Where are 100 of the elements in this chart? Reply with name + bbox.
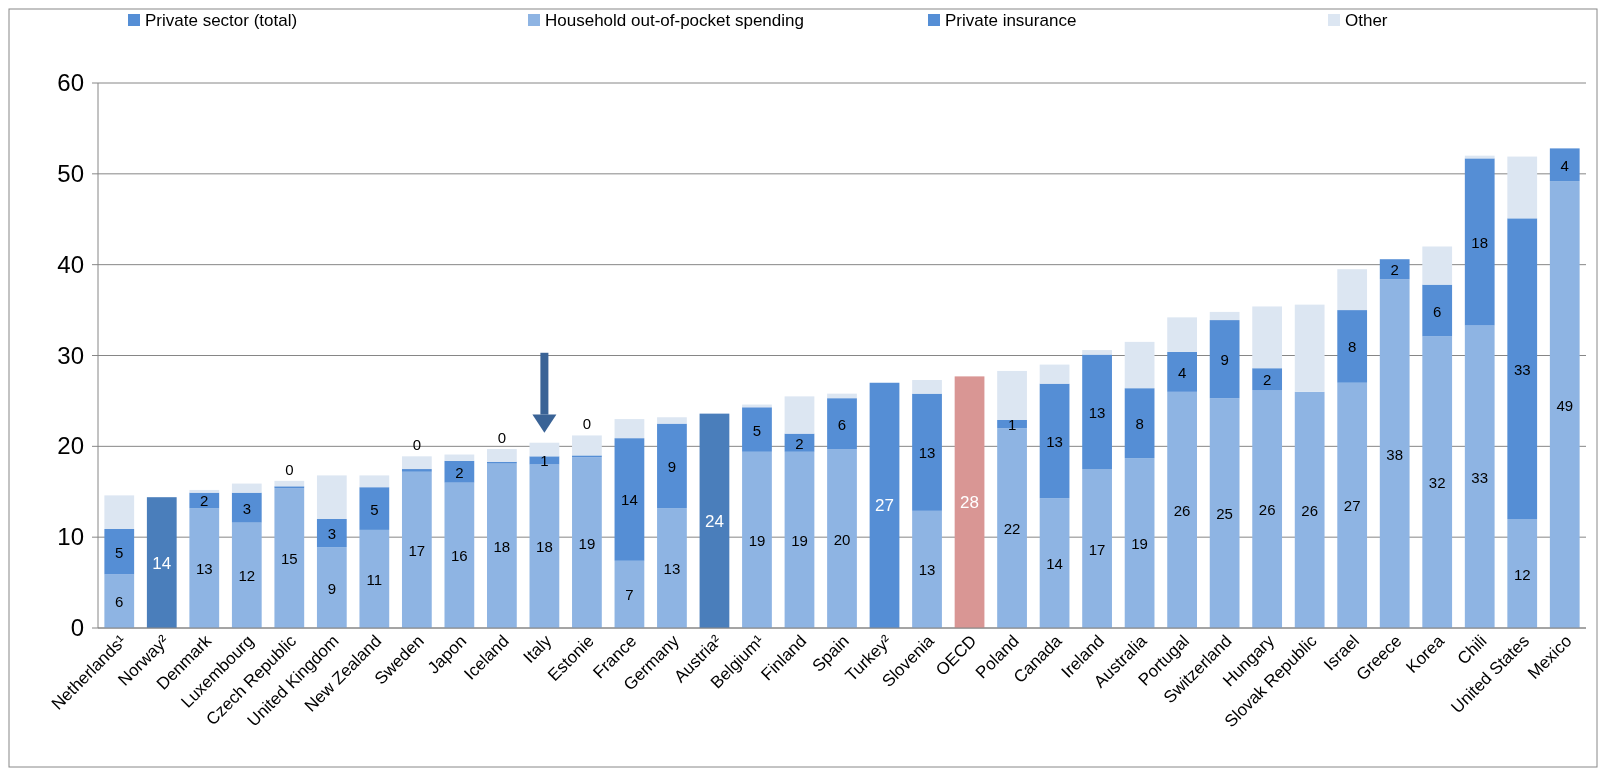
- data-label: 14: [1046, 555, 1063, 573]
- data-label: 49: [1556, 396, 1574, 414]
- bar: [1549, 181, 1580, 628]
- data-label: 26: [1258, 501, 1276, 519]
- data-label: 33: [1471, 468, 1489, 486]
- bar: [1082, 354, 1112, 470]
- data-label: 17: [1088, 540, 1106, 558]
- data-label: 1: [1007, 416, 1017, 434]
- data-label: 6: [115, 593, 124, 611]
- data-label: 9: [327, 579, 336, 597]
- data-label: 7: [625, 586, 634, 604]
- legend-label: Private sector (total): [145, 11, 298, 30]
- data-label: 32: [1428, 474, 1446, 492]
- bar: [401, 456, 432, 470]
- data-label: 2: [200, 492, 209, 510]
- y-tick-label: 50: [57, 159, 84, 187]
- bar: [827, 398, 857, 450]
- y-tick-label: 60: [57, 69, 84, 96]
- bar: [316, 547, 347, 628]
- data-label: 9: [1220, 351, 1229, 369]
- data-label: 5: [370, 500, 379, 518]
- legend-label: Other: [1345, 11, 1388, 30]
- bar: [1167, 391, 1197, 628]
- data-label: 14: [152, 553, 172, 573]
- data-label: 17: [408, 541, 426, 559]
- data-label: 8: [1348, 338, 1357, 356]
- data-label: 16: [451, 547, 468, 565]
- data-label: 12: [238, 567, 256, 585]
- bar: [1082, 350, 1112, 355]
- data-label: 26: [1301, 501, 1318, 519]
- bar: [954, 376, 985, 628]
- bar: [1294, 304, 1325, 392]
- bar: [742, 451, 772, 628]
- bar: [1209, 398, 1240, 628]
- bar: [189, 489, 220, 493]
- y-tick-label: 10: [57, 523, 84, 551]
- data-label: 9: [667, 457, 677, 475]
- data-label: 19: [1131, 535, 1148, 553]
- bar: [997, 428, 1027, 628]
- bar: [1082, 469, 1112, 628]
- data-label: 18: [1471, 233, 1489, 251]
- bar: [1464, 325, 1495, 628]
- data-label: 15: [280, 550, 298, 568]
- bar: [1209, 311, 1240, 321]
- bar: [401, 471, 432, 628]
- data-label: 2: [455, 463, 464, 481]
- bar: [912, 380, 942, 394]
- data-label: 6: [837, 415, 847, 433]
- bar: [1337, 269, 1368, 311]
- bar: [104, 495, 135, 529]
- bar: [1167, 317, 1197, 352]
- data-label: 0: [285, 460, 294, 478]
- data-label: 13: [663, 560, 681, 578]
- bar: [487, 463, 517, 628]
- bar: [784, 396, 815, 434]
- data-label: 38: [1386, 445, 1404, 463]
- data-label: 28: [960, 493, 979, 513]
- bar: [1379, 259, 1410, 280]
- bar: [104, 574, 135, 628]
- data-label: 12: [1513, 565, 1531, 583]
- bar: [444, 460, 475, 483]
- bar: [359, 529, 390, 628]
- data-label: 27: [1343, 497, 1361, 515]
- bar: [1507, 218, 1538, 519]
- legend-label: Household out-of-pocket spending: [545, 11, 804, 30]
- data-label: 19: [748, 531, 766, 549]
- bar: [444, 482, 475, 628]
- bar: [1124, 341, 1155, 389]
- data-label: 5: [115, 543, 124, 561]
- data-label: 2: [1390, 261, 1399, 279]
- data-label: 11: [366, 570, 383, 588]
- bar: [1124, 458, 1155, 628]
- data-label: 0: [497, 429, 507, 447]
- bar: [1422, 336, 1453, 628]
- data-label: 27: [875, 496, 894, 516]
- y-tick-label: 40: [57, 250, 84, 278]
- bar: [572, 435, 602, 456]
- bar: [742, 407, 772, 452]
- data-label: 19: [791, 531, 808, 549]
- data-label: 4: [1177, 363, 1187, 381]
- data-label: 1: [540, 452, 549, 470]
- data-label: 24: [705, 511, 724, 531]
- bar: [827, 449, 857, 628]
- bar: [146, 497, 177, 628]
- data-label: 33: [1513, 360, 1531, 378]
- bar: [529, 442, 560, 457]
- bar: [359, 487, 390, 530]
- bar: [997, 370, 1027, 420]
- data-label: 13: [918, 444, 936, 462]
- data-label: 26: [1173, 501, 1191, 519]
- y-tick-label: 30: [57, 341, 84, 369]
- bar: [1422, 246, 1453, 285]
- data-label: 13: [195, 560, 213, 578]
- data-label: 3: [327, 525, 336, 543]
- bar: [529, 464, 560, 628]
- bar: [1422, 284, 1453, 337]
- bar: [1039, 383, 1070, 499]
- data-label: 0: [582, 415, 592, 433]
- data-label: 5: [752, 421, 762, 439]
- data-label: 2: [1262, 371, 1272, 389]
